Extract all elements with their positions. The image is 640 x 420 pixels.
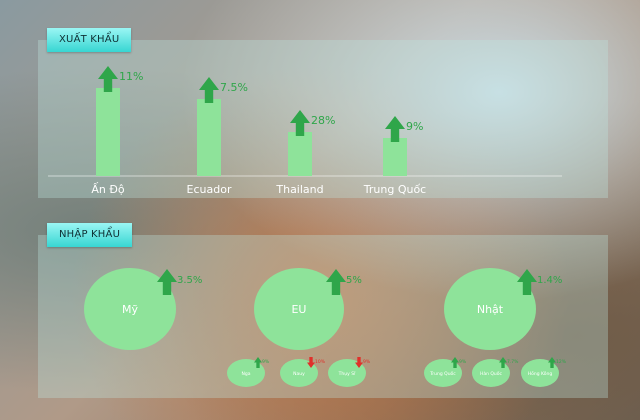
down-arrow-icon — [307, 357, 315, 368]
market-name-label: Mỹ — [122, 303, 138, 316]
sub-market-change-label: 9% — [459, 359, 467, 365]
export-value-label: 7.5% — [220, 81, 248, 94]
export-value-label: 28% — [311, 114, 335, 127]
sub-market-change-label: 10% — [315, 359, 326, 365]
market-bubble — [444, 268, 536, 350]
market-change-label: 5% — [346, 275, 362, 286]
up-arrow-icon — [199, 77, 219, 103]
up-arrow-icon — [499, 357, 507, 368]
up-arrow-icon — [385, 116, 405, 142]
sub-market-name-label: Nauy — [293, 371, 305, 377]
market-change-label: 3.5% — [177, 275, 202, 286]
down-arrow-icon — [355, 357, 363, 368]
market-bubble — [84, 268, 176, 350]
sub-market-bubble — [424, 359, 462, 387]
export-value-label: 9% — [406, 120, 423, 133]
up-arrow-icon — [290, 110, 310, 136]
export-bar — [96, 88, 120, 176]
export-category-label: Trung Quốc — [363, 183, 426, 196]
sub-market-name-label: Thụy Sĩ — [338, 371, 356, 377]
sub-market-change-label: 9% — [363, 359, 371, 365]
market-bubble — [254, 268, 344, 350]
export-value-label: 11% — [119, 70, 143, 83]
export-title-tab: XUẤT KHẨU — [47, 28, 132, 52]
sub-market-bubble — [472, 359, 510, 387]
export-bar — [197, 99, 221, 176]
sub-market-name-label: Trung Quốc — [429, 370, 456, 377]
sub-market-bubble — [521, 359, 559, 387]
sub-market-name-label: Hàn Quốc — [480, 370, 503, 377]
import-title-tab: NHẬP KHẨU — [47, 223, 133, 247]
export-category-label: Ecuador — [187, 183, 232, 196]
export-panel — [38, 40, 608, 198]
export-bar — [383, 138, 407, 176]
sub-market-change-label: 9% — [262, 359, 270, 365]
up-arrow-icon — [326, 269, 346, 295]
sub-market-name-label: Nga — [242, 371, 251, 377]
up-arrow-icon — [98, 66, 118, 92]
market-change-label: 1.4% — [537, 275, 562, 286]
sub-market-change-label: 7.7% — [507, 359, 519, 365]
up-arrow-icon — [157, 269, 177, 295]
up-arrow-icon — [548, 357, 556, 368]
market-name-label: EU — [291, 303, 306, 316]
market-name-label: Nhật — [477, 303, 504, 316]
up-arrow-icon — [517, 269, 537, 295]
export-category-label: Thailand — [275, 183, 323, 196]
sub-market-change-label: 12% — [556, 359, 567, 365]
sub-market-bubble — [227, 359, 265, 387]
sub-market-bubble — [328, 359, 366, 387]
sub-market-bubble — [280, 359, 318, 387]
export-bar — [288, 132, 312, 176]
sub-market-name-label: Hồng Kông — [528, 369, 553, 377]
up-arrow-icon — [254, 357, 262, 368]
up-arrow-icon — [451, 357, 459, 368]
export-category-label: Ấn Độ — [91, 182, 125, 196]
